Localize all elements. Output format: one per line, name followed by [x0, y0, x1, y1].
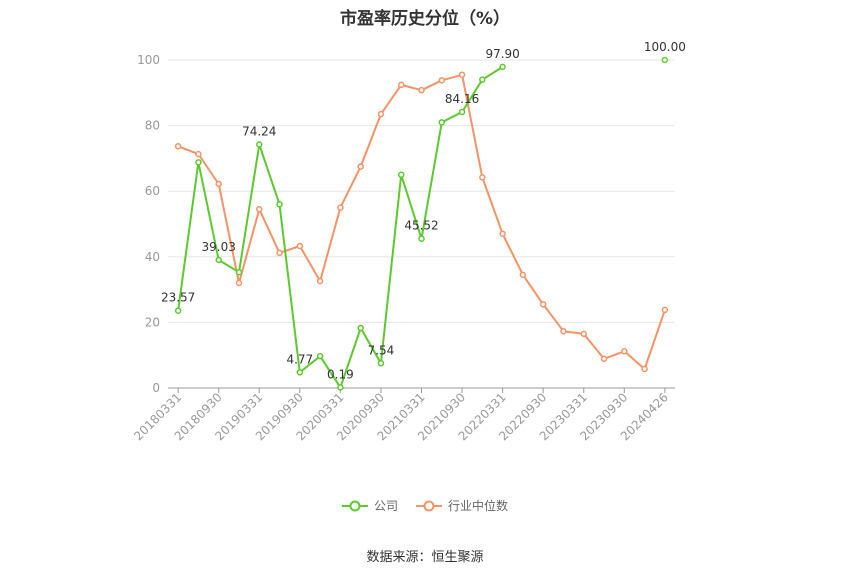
data-label: 4.77	[286, 352, 313, 366]
data-label: 74.24	[242, 124, 276, 138]
data-point-company	[337, 384, 344, 391]
data-point-company	[377, 360, 385, 367]
data-point-industry	[316, 277, 324, 285]
data-point-industry	[479, 174, 486, 181]
data-label: 23.57	[161, 291, 195, 305]
data-point-industry	[397, 81, 405, 89]
data-source: 数据来源：恒生聚源	[366, 550, 484, 565]
legend: 公司 行业中位数	[0, 497, 850, 514]
y-tick-label: 40	[145, 250, 160, 264]
data-label: 97.90	[485, 47, 519, 61]
data-point-industry	[519, 271, 527, 279]
data-point-industry	[357, 163, 364, 170]
data-label: 45.52	[404, 219, 438, 233]
data-label: 0.19	[327, 367, 354, 381]
y-tick-label: 0	[152, 381, 160, 395]
data-point-industry	[621, 348, 628, 355]
legend-label-industry: 行业中位数	[448, 499, 509, 513]
data-point-company	[276, 201, 283, 208]
data-point-industry	[458, 71, 466, 79]
data-point-company	[438, 119, 446, 126]
data-point-industry	[337, 204, 344, 211]
data-point-company	[499, 63, 506, 71]
data-point-company	[316, 352, 324, 360]
data-point-industry	[641, 365, 648, 373]
y-tick-label: 20	[145, 315, 160, 329]
data-point-industry	[377, 110, 385, 118]
data-point-company	[235, 268, 243, 276]
data-point-industry	[195, 150, 202, 158]
data-point-industry	[600, 355, 608, 363]
data-point-company	[215, 256, 222, 264]
data-label: 100.00	[644, 40, 686, 54]
data-point-industry	[661, 306, 669, 314]
data-point-company	[458, 108, 466, 116]
data-point-industry	[276, 249, 283, 257]
data-point-company	[357, 324, 364, 332]
data-point-industry	[539, 301, 547, 308]
data-point-industry	[560, 328, 567, 335]
data-label: 84.16	[445, 92, 479, 106]
legend-item-industry[interactable]: 行业中位数	[416, 497, 508, 514]
data-point-industry	[256, 205, 263, 213]
data-point-industry	[296, 242, 304, 250]
data-point-industry	[438, 77, 446, 84]
data-label: 7.54	[368, 343, 395, 357]
y-tick-label: 60	[145, 184, 160, 198]
data-point-company	[296, 369, 304, 376]
data-point-company	[397, 171, 405, 179]
data-point-industry	[418, 86, 425, 94]
data-point-company	[195, 159, 202, 166]
y-tick-label: 100	[137, 53, 160, 67]
chart-title: 市盈率历史分位（%）	[339, 9, 511, 29]
y-tick-label: 80	[145, 119, 160, 133]
data-point-company	[661, 56, 669, 64]
legend-label-company: 公司	[373, 499, 398, 513]
data-label: 39.03	[202, 240, 236, 254]
data-point-industry	[174, 143, 182, 150]
data-point-company	[479, 76, 486, 83]
data-point-company	[256, 141, 263, 148]
line-chart: 0204060801002018033120180930201903312019…	[131, 40, 686, 443]
data-point-company	[418, 235, 425, 242]
data-point-company	[174, 307, 182, 314]
data-point-industry	[215, 180, 222, 188]
legend-item-company[interactable]: 公司	[341, 497, 398, 514]
legend-industry-icon	[416, 500, 442, 511]
data-point-industry	[235, 279, 243, 287]
data-point-industry	[580, 330, 587, 338]
data-point-industry	[499, 230, 506, 238]
legend-company-icon	[341, 500, 368, 511]
